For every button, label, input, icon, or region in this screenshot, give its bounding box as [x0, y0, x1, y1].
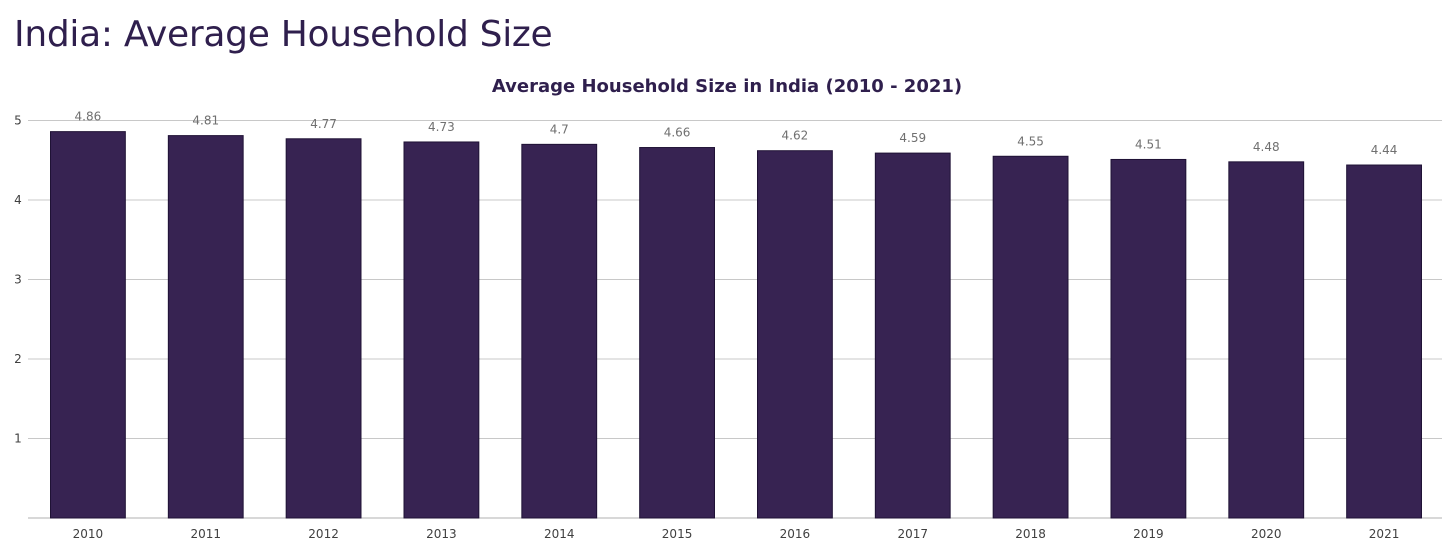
page-title: India: Average Household Size	[14, 14, 553, 55]
x-tick-label: 2017	[897, 527, 928, 541]
bar	[992, 155, 1069, 519]
x-tick-label: 2012	[308, 527, 339, 541]
data-label: 4.55	[1017, 134, 1044, 148]
bar	[521, 143, 598, 519]
bar	[639, 147, 715, 519]
data-label: 4.81	[192, 114, 219, 128]
data-label: 4.48	[1253, 140, 1280, 154]
data-label: 4.73	[428, 120, 455, 134]
x-tick-label: 2011	[190, 527, 221, 541]
y-tick-label: 2	[14, 352, 22, 366]
data-label: 4.86	[75, 110, 102, 124]
x-tick-label: 2021	[1369, 527, 1400, 541]
gridlines	[28, 120, 1442, 519]
y-tick-label: 3	[14, 273, 22, 287]
y-tick-label: 1	[14, 432, 22, 446]
x-tick-label: 2014	[544, 527, 575, 541]
bar	[757, 150, 833, 519]
bar	[403, 141, 480, 519]
bar	[50, 131, 126, 519]
x-tick-label: 2015	[662, 527, 693, 541]
bar	[167, 135, 244, 519]
chart-title: Average Household Size in India (2010 - …	[492, 76, 962, 97]
x-tick-label: 2020	[1251, 527, 1282, 541]
bar	[1110, 158, 1187, 519]
bar	[1228, 161, 1305, 519]
data-label: 4.7	[550, 122, 569, 136]
bar	[1346, 164, 1422, 519]
y-axis-ticks: 1 2 3 4 5	[14, 114, 22, 446]
x-tick-label: 2018	[1015, 527, 1046, 541]
data-label: 4.59	[899, 131, 926, 145]
x-tick-label: 2013	[426, 527, 457, 541]
x-axis-ticks: 2010 2011 2012 2013 2014 2015 2016 2017 2018 2019…	[73, 527, 1400, 541]
data-label: 4.77	[310, 117, 337, 131]
bar	[874, 152, 951, 519]
data-label: 4.44	[1371, 143, 1398, 157]
x-tick-label: 2016	[780, 527, 811, 541]
data-labels: 4.86 4.81 4.77 4.73 4.7 4.66 4.62 4.59 4.55 4.51 4…	[75, 110, 1398, 157]
x-tick-label: 2019	[1133, 527, 1164, 541]
x-tick-label: 2010	[73, 527, 104, 541]
data-label: 4.62	[782, 129, 809, 143]
bar	[285, 138, 362, 519]
data-label: 4.51	[1135, 137, 1162, 151]
data-label: 4.66	[664, 126, 691, 140]
bars	[50, 131, 1422, 519]
y-tick-label: 5	[14, 114, 22, 128]
y-tick-label: 4	[14, 193, 22, 207]
